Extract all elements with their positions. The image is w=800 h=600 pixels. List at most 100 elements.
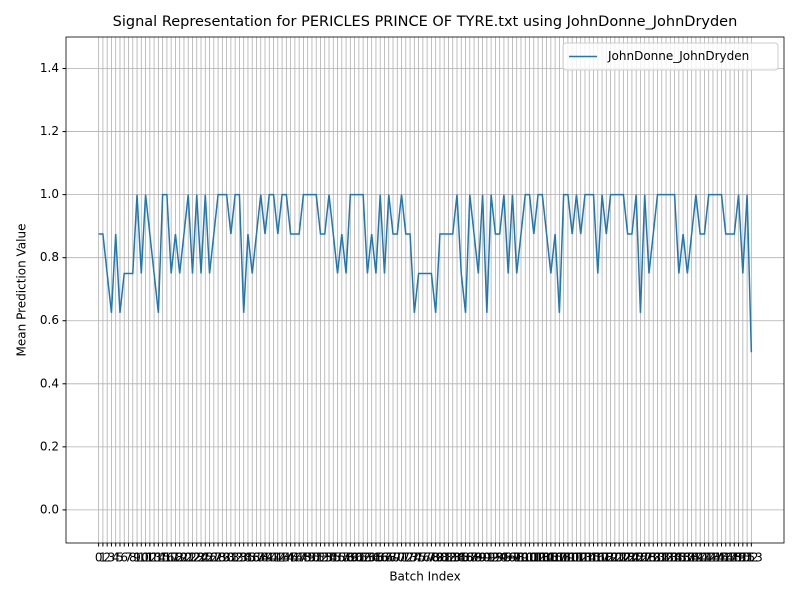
x-tick-label: 105 bbox=[535, 551, 558, 565]
x-tick-label: 129 bbox=[638, 551, 661, 565]
x-tick-label: 75 bbox=[411, 551, 426, 565]
x-tick-label: 115 bbox=[578, 551, 601, 565]
x-tick-label: 118 bbox=[591, 551, 614, 565]
x-tick-label: 74 bbox=[407, 551, 422, 565]
x-tick-label: 134 bbox=[659, 551, 682, 565]
x-tick-label: 92 bbox=[483, 551, 498, 565]
x-tick-label: 10 bbox=[134, 551, 149, 565]
x-tick-label: 71 bbox=[394, 551, 409, 565]
x-tick-label: 119 bbox=[595, 551, 618, 565]
x-tick-label: 94 bbox=[492, 551, 507, 565]
x-tick-label: 16 bbox=[159, 551, 174, 565]
x-tick-label: 140 bbox=[684, 551, 707, 565]
y-tick-label: 1.4 bbox=[40, 61, 59, 75]
chart-title: Signal Representation for PERICLES PRINC… bbox=[113, 14, 738, 30]
x-tick-label: 77 bbox=[419, 551, 434, 565]
x-tick-label: 30 bbox=[219, 551, 234, 565]
x-tick-label: 82 bbox=[441, 551, 456, 565]
x-tick-label: 114 bbox=[574, 551, 597, 565]
x-tick-label: 6 bbox=[120, 551, 128, 565]
x-tick-label: 27 bbox=[206, 551, 221, 565]
x-tick-label: 1 bbox=[99, 551, 107, 565]
x-tick-label: 144 bbox=[702, 551, 725, 565]
x-tick-label: 69 bbox=[385, 551, 400, 565]
x-tick-label: 37 bbox=[249, 551, 264, 565]
x-tick-label: 101 bbox=[518, 551, 541, 565]
x-tick-label: 78 bbox=[424, 551, 439, 565]
x-tick-label: 99 bbox=[513, 551, 528, 565]
x-tick-label: 116 bbox=[582, 551, 605, 565]
x-tick-label: 61 bbox=[351, 551, 366, 565]
y-tick-label: 0.6 bbox=[40, 313, 59, 327]
x-tick-label: 126 bbox=[625, 551, 648, 565]
x-tick-label: 80 bbox=[432, 551, 447, 565]
x-tick-label: 72 bbox=[398, 551, 413, 565]
x-tick-label: 143 bbox=[697, 551, 720, 565]
x-tick-label: 117 bbox=[586, 551, 609, 565]
x-tick-label: 50 bbox=[304, 551, 319, 565]
x-tick-label: 22 bbox=[185, 551, 200, 565]
x-tick-label: 125 bbox=[620, 551, 643, 565]
y-tick-label: 1.0 bbox=[40, 187, 59, 201]
x-tick-label: 145 bbox=[706, 551, 729, 565]
x-tick-label: 9 bbox=[133, 551, 141, 565]
x-tick-label: 14 bbox=[151, 551, 166, 565]
y-tick-label: 0.2 bbox=[40, 439, 59, 453]
x-tick-label: 113 bbox=[569, 551, 592, 565]
x-tick-label: 142 bbox=[693, 551, 716, 565]
x-tick-label: 149 bbox=[723, 551, 746, 565]
x-tick-label: 122 bbox=[608, 551, 631, 565]
x-tick-label: 89 bbox=[471, 551, 486, 565]
x-tick-label: 138 bbox=[676, 551, 699, 565]
x-tick-label: 2 bbox=[103, 551, 111, 565]
x-tick-label: 35 bbox=[240, 551, 255, 565]
x-tick-label: 137 bbox=[672, 551, 695, 565]
x-tick-label: 91 bbox=[479, 551, 494, 565]
x-tick-label: 76 bbox=[415, 551, 430, 565]
x-tick-label: 121 bbox=[603, 551, 626, 565]
x-axis-label: Batch Index bbox=[389, 570, 460, 584]
x-tick-label: 57 bbox=[334, 551, 349, 565]
x-tick-label: 58 bbox=[338, 551, 353, 565]
x-tick-label: 104 bbox=[531, 551, 554, 565]
x-tick-label: 136 bbox=[667, 551, 690, 565]
x-tick-label: 56 bbox=[330, 551, 345, 565]
x-tick-label: 31 bbox=[223, 551, 238, 565]
x-tick-label: 127 bbox=[629, 551, 652, 565]
x-tick-label: 79 bbox=[428, 551, 443, 565]
x-tick-label: 95 bbox=[496, 551, 511, 565]
x-tick-label: 70 bbox=[390, 551, 405, 565]
x-tick-label: 46 bbox=[287, 551, 302, 565]
x-tick-label: 98 bbox=[509, 551, 524, 565]
x-tick-label: 97 bbox=[505, 551, 520, 565]
x-tick-label: 3 bbox=[108, 551, 116, 565]
x-tick-label: 24 bbox=[193, 551, 208, 565]
x-tick-label: 20 bbox=[176, 551, 191, 565]
x-tick-label: 150 bbox=[727, 551, 750, 565]
x-tick-label: 40 bbox=[262, 551, 277, 565]
x-tick-label: 47 bbox=[292, 551, 307, 565]
x-tick-label: 17 bbox=[164, 551, 179, 565]
x-tick-label: 148 bbox=[719, 551, 742, 565]
x-tick-label: 60 bbox=[347, 551, 362, 565]
x-tick-label: 21 bbox=[181, 551, 196, 565]
x-tick-label: 109 bbox=[552, 551, 575, 565]
x-tick-label: 81 bbox=[437, 551, 452, 565]
x-tick-label: 49 bbox=[300, 551, 315, 565]
x-tick-label: 152 bbox=[736, 551, 759, 565]
x-tick-label: 62 bbox=[355, 551, 370, 565]
x-tick-label: 65 bbox=[368, 551, 383, 565]
x-tick-label: 41 bbox=[266, 551, 281, 565]
y-tick-label: 0.4 bbox=[40, 376, 59, 390]
x-tick-label: 13 bbox=[146, 551, 161, 565]
x-tick-label: 146 bbox=[710, 551, 733, 565]
x-tick-label: 147 bbox=[714, 551, 737, 565]
x-tick-label: 0 bbox=[95, 551, 103, 565]
x-tick-label: 25 bbox=[198, 551, 213, 565]
x-tick-label: 43 bbox=[274, 551, 289, 565]
x-tick-label: 8 bbox=[129, 551, 137, 565]
x-tick-label: 5 bbox=[116, 551, 124, 565]
x-tick-label: 124 bbox=[616, 551, 639, 565]
x-tick-label: 87 bbox=[462, 551, 477, 565]
